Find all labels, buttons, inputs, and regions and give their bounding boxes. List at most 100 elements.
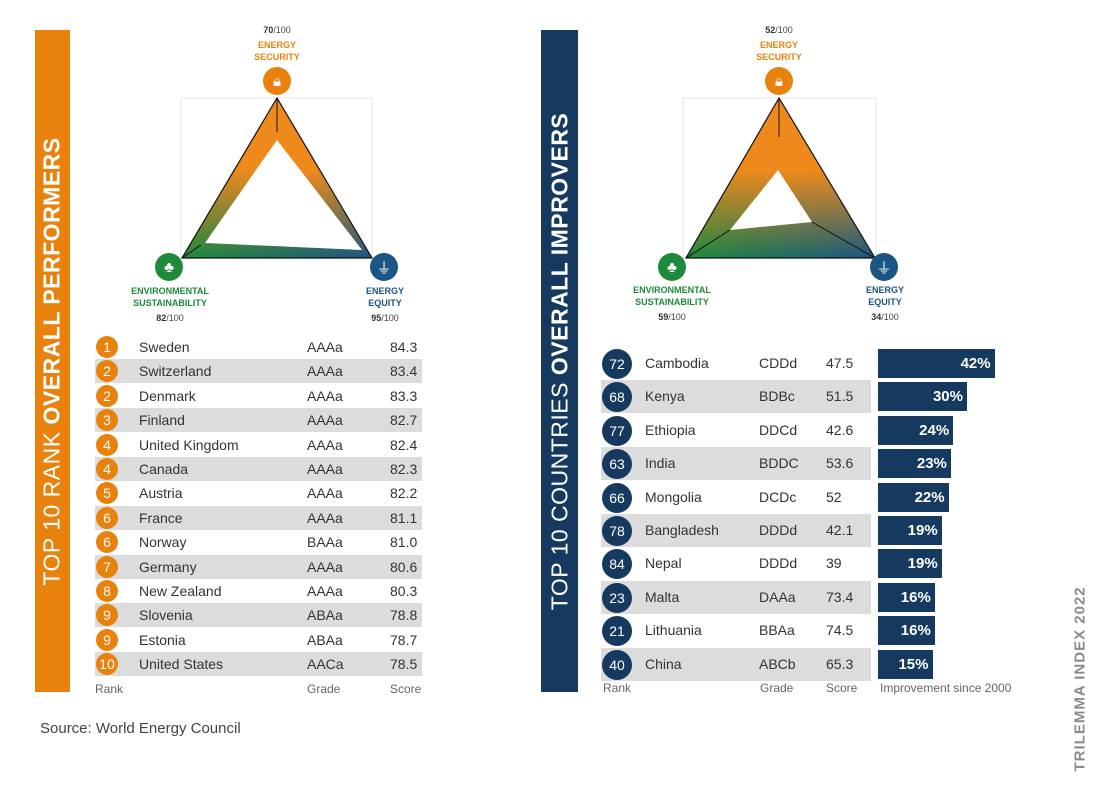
improvement-bar: 16% [878, 582, 935, 612]
table-row: 5 Austria AAAa 82.2 [95, 481, 422, 505]
country: Switzerland [139, 363, 212, 380]
rank-badge: 3 [96, 409, 118, 432]
source-note: Source: World Energy Council [40, 720, 241, 737]
side-label: TRILEMMA INDEX 2022 [1071, 586, 1089, 772]
score: 51.5 [826, 388, 854, 405]
rank-badge: 2 [96, 360, 118, 383]
score: 83.4 [390, 363, 418, 380]
table-row: 78 Bangladesh DDDd 42.1 [601, 514, 871, 547]
grade: DDCd [759, 421, 798, 438]
grade: AAAa [307, 339, 343, 355]
country: Norway [139, 534, 187, 551]
table-row: 40 China ABCb 65.3 [601, 647, 871, 681]
table-row: 8 New Zealand AAAa 80.3 [95, 579, 422, 603]
table-row: 6 France AAAa 81.1 [95, 505, 422, 530]
improvement-bar: 42% [878, 349, 995, 378]
right-equity-label: ENERGY EQUITY [865, 285, 904, 307]
score: 83.3 [390, 387, 418, 404]
rank-badge: 84 [602, 549, 632, 580]
left-header-rank: Rank [95, 682, 124, 696]
country: Lithuania [645, 622, 702, 639]
score: 82.3 [390, 461, 418, 477]
country: Cambodia [645, 355, 709, 371]
table-row: 21 Lithuania BBAa 74.5 [601, 614, 871, 647]
country: Germany [139, 558, 197, 575]
country: Austria [139, 485, 183, 502]
rank-badge: 40 [602, 649, 632, 680]
rank-badge: 8 [96, 580, 118, 602]
right-sustainability-score: 59/100 [658, 312, 686, 322]
tree-icon: ♣ [155, 253, 183, 281]
score: 80.3 [390, 583, 418, 599]
right-header-improvement: Improvement since 2000 [880, 681, 1012, 695]
left-header-score: Score [390, 682, 422, 696]
rank-badge: 9 [96, 604, 118, 627]
plug-icon: ⏚ [870, 253, 898, 281]
country: Finland [139, 412, 185, 429]
grade: BAAa [307, 534, 343, 551]
country: United Kingdom [139, 436, 239, 453]
table-row: 2 Denmark AAAa 83.3 [95, 384, 422, 408]
score: 42.6 [826, 421, 854, 438]
country: Ethiopia [645, 421, 696, 438]
improvement-bar: 23% [878, 449, 951, 479]
country: Slovenia [139, 607, 193, 624]
grade: AAAa [307, 387, 343, 404]
rank-badge: 6 [96, 506, 118, 529]
improvement-bar: 15% [878, 649, 933, 679]
rank-badge: 2 [96, 384, 118, 407]
score: 74.5 [826, 622, 854, 639]
score: 78.8 [390, 607, 418, 624]
grade: AAAa [307, 461, 343, 477]
right-title-bar: TOP 10 COUNTRIES OVERALL IMPROVERS [541, 30, 578, 692]
country: Malta [645, 588, 680, 605]
grade: AAAa [307, 509, 343, 526]
rank-badge: 9 [96, 628, 118, 651]
country: India [645, 455, 676, 472]
table-row: 9 Slovenia ABAa 78.8 [95, 603, 422, 628]
score: 65.3 [826, 655, 854, 672]
score: 39 [826, 555, 842, 572]
table-row: 23 Malta DAAa 73.4 [601, 580, 871, 614]
improvement-bar: 19% [878, 516, 942, 545]
table-row: 66 Mongolia DCDc 52 [601, 481, 871, 514]
right-equity-score: 34/100 [871, 312, 899, 322]
score: 81.1 [390, 509, 418, 526]
left-equity-label: ENERGY EQUITY [365, 286, 404, 308]
table-row: 84 Nepal DDDd 39 [601, 547, 871, 580]
rank-badge: 1 [96, 336, 118, 358]
table-row: 2 Switzerland AAAa 83.4 [95, 359, 422, 384]
rank-badge: 66 [602, 482, 632, 513]
rank-badge: 10 [96, 653, 118, 676]
country: China [645, 655, 682, 672]
country: Bangladesh [645, 522, 719, 538]
table-row: 4 Canada AAAa 82.3 [95, 457, 422, 481]
left-header-grade: Grade [307, 682, 341, 696]
lock-icon: 🔒︎ [263, 67, 291, 95]
country: Mongolia [645, 488, 702, 505]
right-title-prefix: TOP 10 COUNTRIES [546, 374, 573, 610]
grade: ABAa [307, 631, 343, 648]
score: 52 [826, 488, 842, 505]
table-row: 9 Estonia ABAa 78.7 [95, 628, 422, 652]
grade: AACa [307, 656, 344, 673]
right-header-score: Score [826, 681, 858, 695]
right-header-rank: Rank [603, 681, 632, 695]
score: 78.5 [390, 656, 418, 673]
rank-badge: 7 [96, 555, 118, 578]
left-title-bar: TOP 10 RANK OVERALL PERFORMERS [35, 30, 70, 692]
country: New Zealand [139, 583, 222, 599]
left-triangle-inner [205, 140, 362, 250]
grade: AAAa [307, 412, 343, 429]
rank-badge: 23 [602, 582, 632, 613]
right-security-score: 52/100 [765, 25, 793, 35]
rank-badge: 21 [602, 616, 632, 647]
table-row: 6 Norway BAAa 81.0 [95, 530, 422, 554]
left-equity-score: 95/100 [371, 313, 399, 323]
grade: ABAa [307, 607, 343, 624]
score: 42.1 [826, 522, 854, 538]
country: Nepal [645, 555, 682, 572]
score: 78.7 [390, 631, 418, 648]
